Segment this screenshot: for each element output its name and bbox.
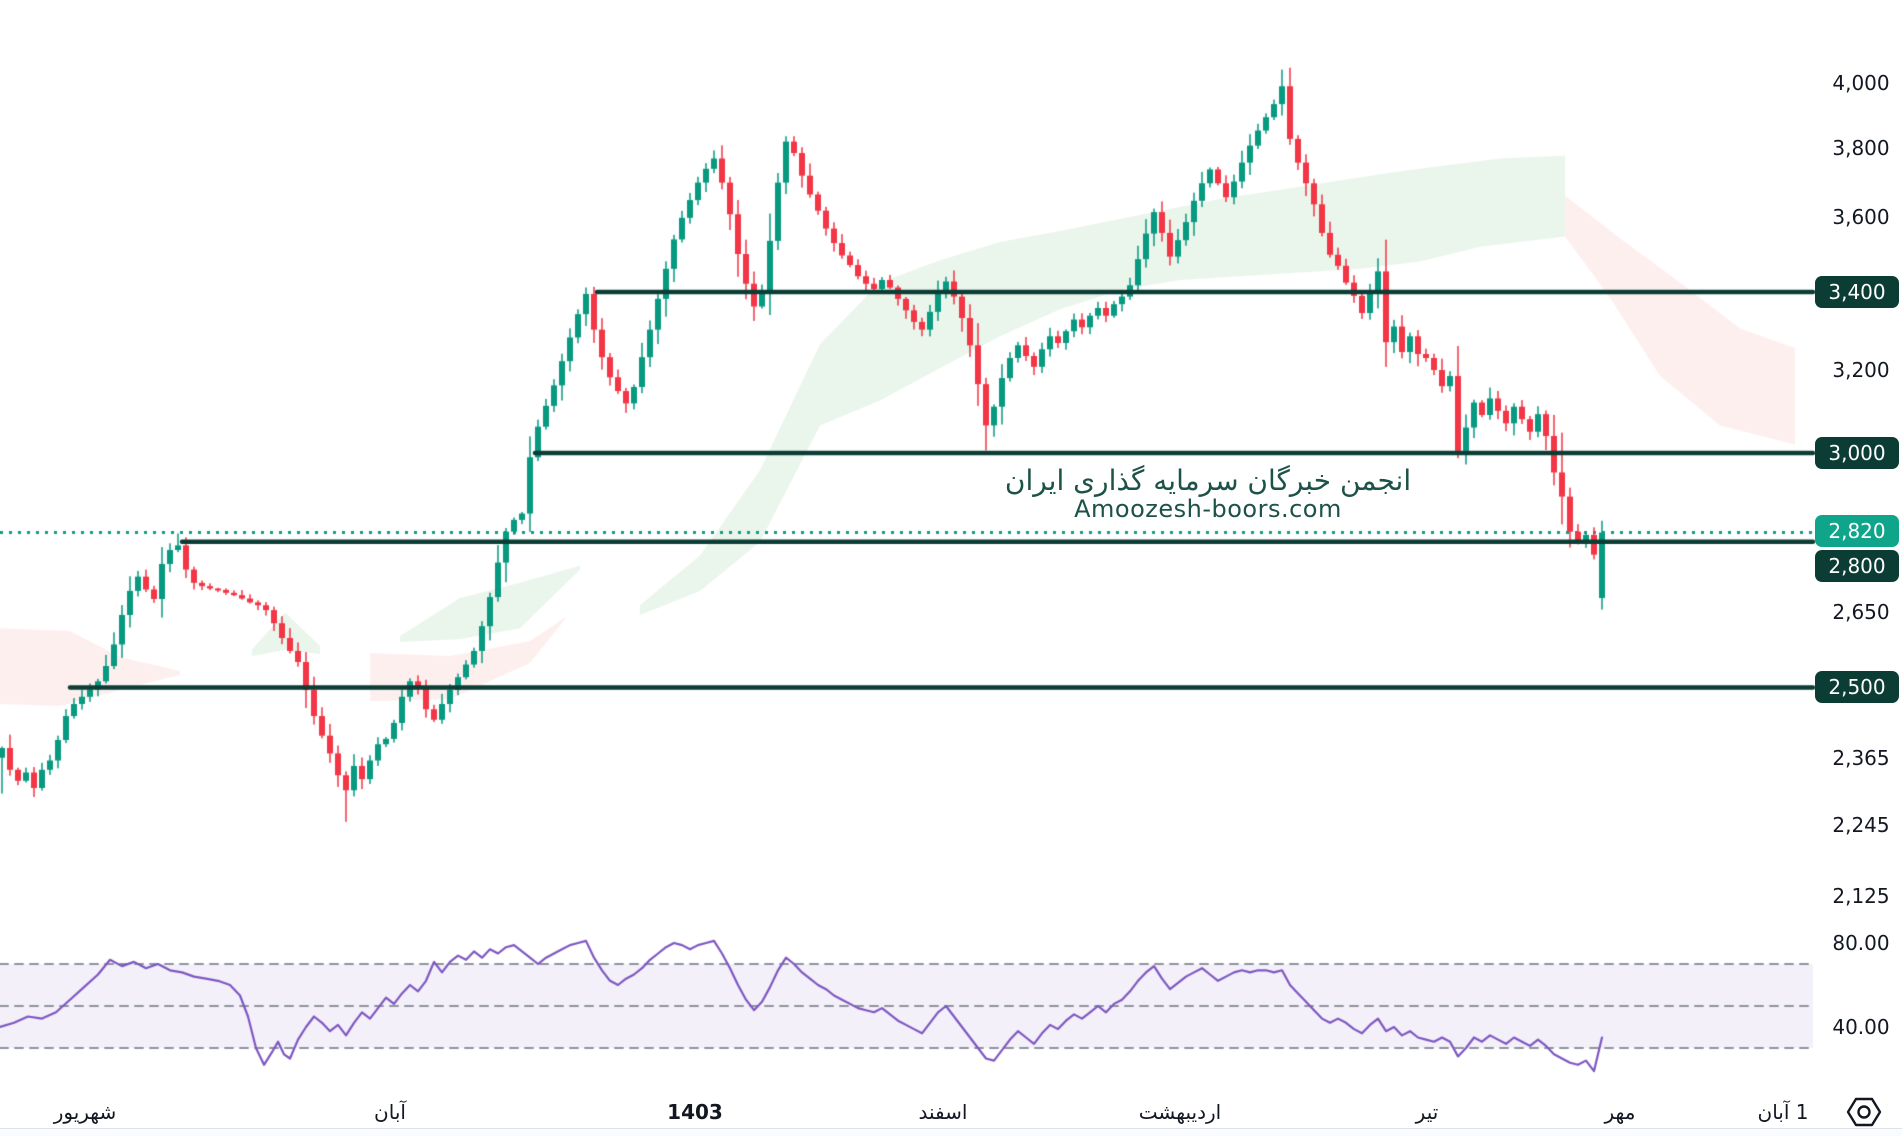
- time-axis-label: اردیبهشت: [1138, 1100, 1222, 1124]
- time-axis-label: مهر: [1604, 1100, 1636, 1124]
- price-axis-label: 2,125: [1832, 884, 1890, 908]
- time-axis-label: آبان: [374, 1100, 406, 1124]
- time-axis-label: اسفند: [918, 1100, 968, 1124]
- price-level-badge: 2,820: [1815, 515, 1899, 547]
- price-level-badge: 2,800: [1815, 550, 1899, 582]
- price-axis-label: 4,000: [1832, 71, 1890, 95]
- axis-bottom-strip: [0, 1128, 1902, 1136]
- price-level-badge: 3,000: [1815, 437, 1899, 469]
- time-axis-label: شهریور: [53, 1100, 117, 1124]
- price-axis-label: 80.00: [1832, 931, 1890, 955]
- price-axis-label: 3,200: [1832, 358, 1890, 382]
- time-axis-label: 1403: [667, 1100, 723, 1124]
- price-axis-label: 2,650: [1832, 600, 1890, 624]
- hexagon-marker-icon[interactable]: [1845, 1096, 1883, 1128]
- price-level-badge: 2,500: [1815, 671, 1899, 703]
- price-axis-label: 40.00: [1832, 1015, 1890, 1039]
- time-axis-label: 1 آبان: [1757, 1100, 1809, 1124]
- price-axis-label: 2,365: [1832, 746, 1890, 770]
- price-level-badge: 3,400: [1815, 276, 1899, 308]
- price-axis-label: 3,800: [1832, 136, 1890, 160]
- price-axis-label: 3,600: [1832, 205, 1890, 229]
- time-axis-label: تیر: [1415, 1100, 1439, 1124]
- price-axis-label: 2,245: [1832, 813, 1890, 837]
